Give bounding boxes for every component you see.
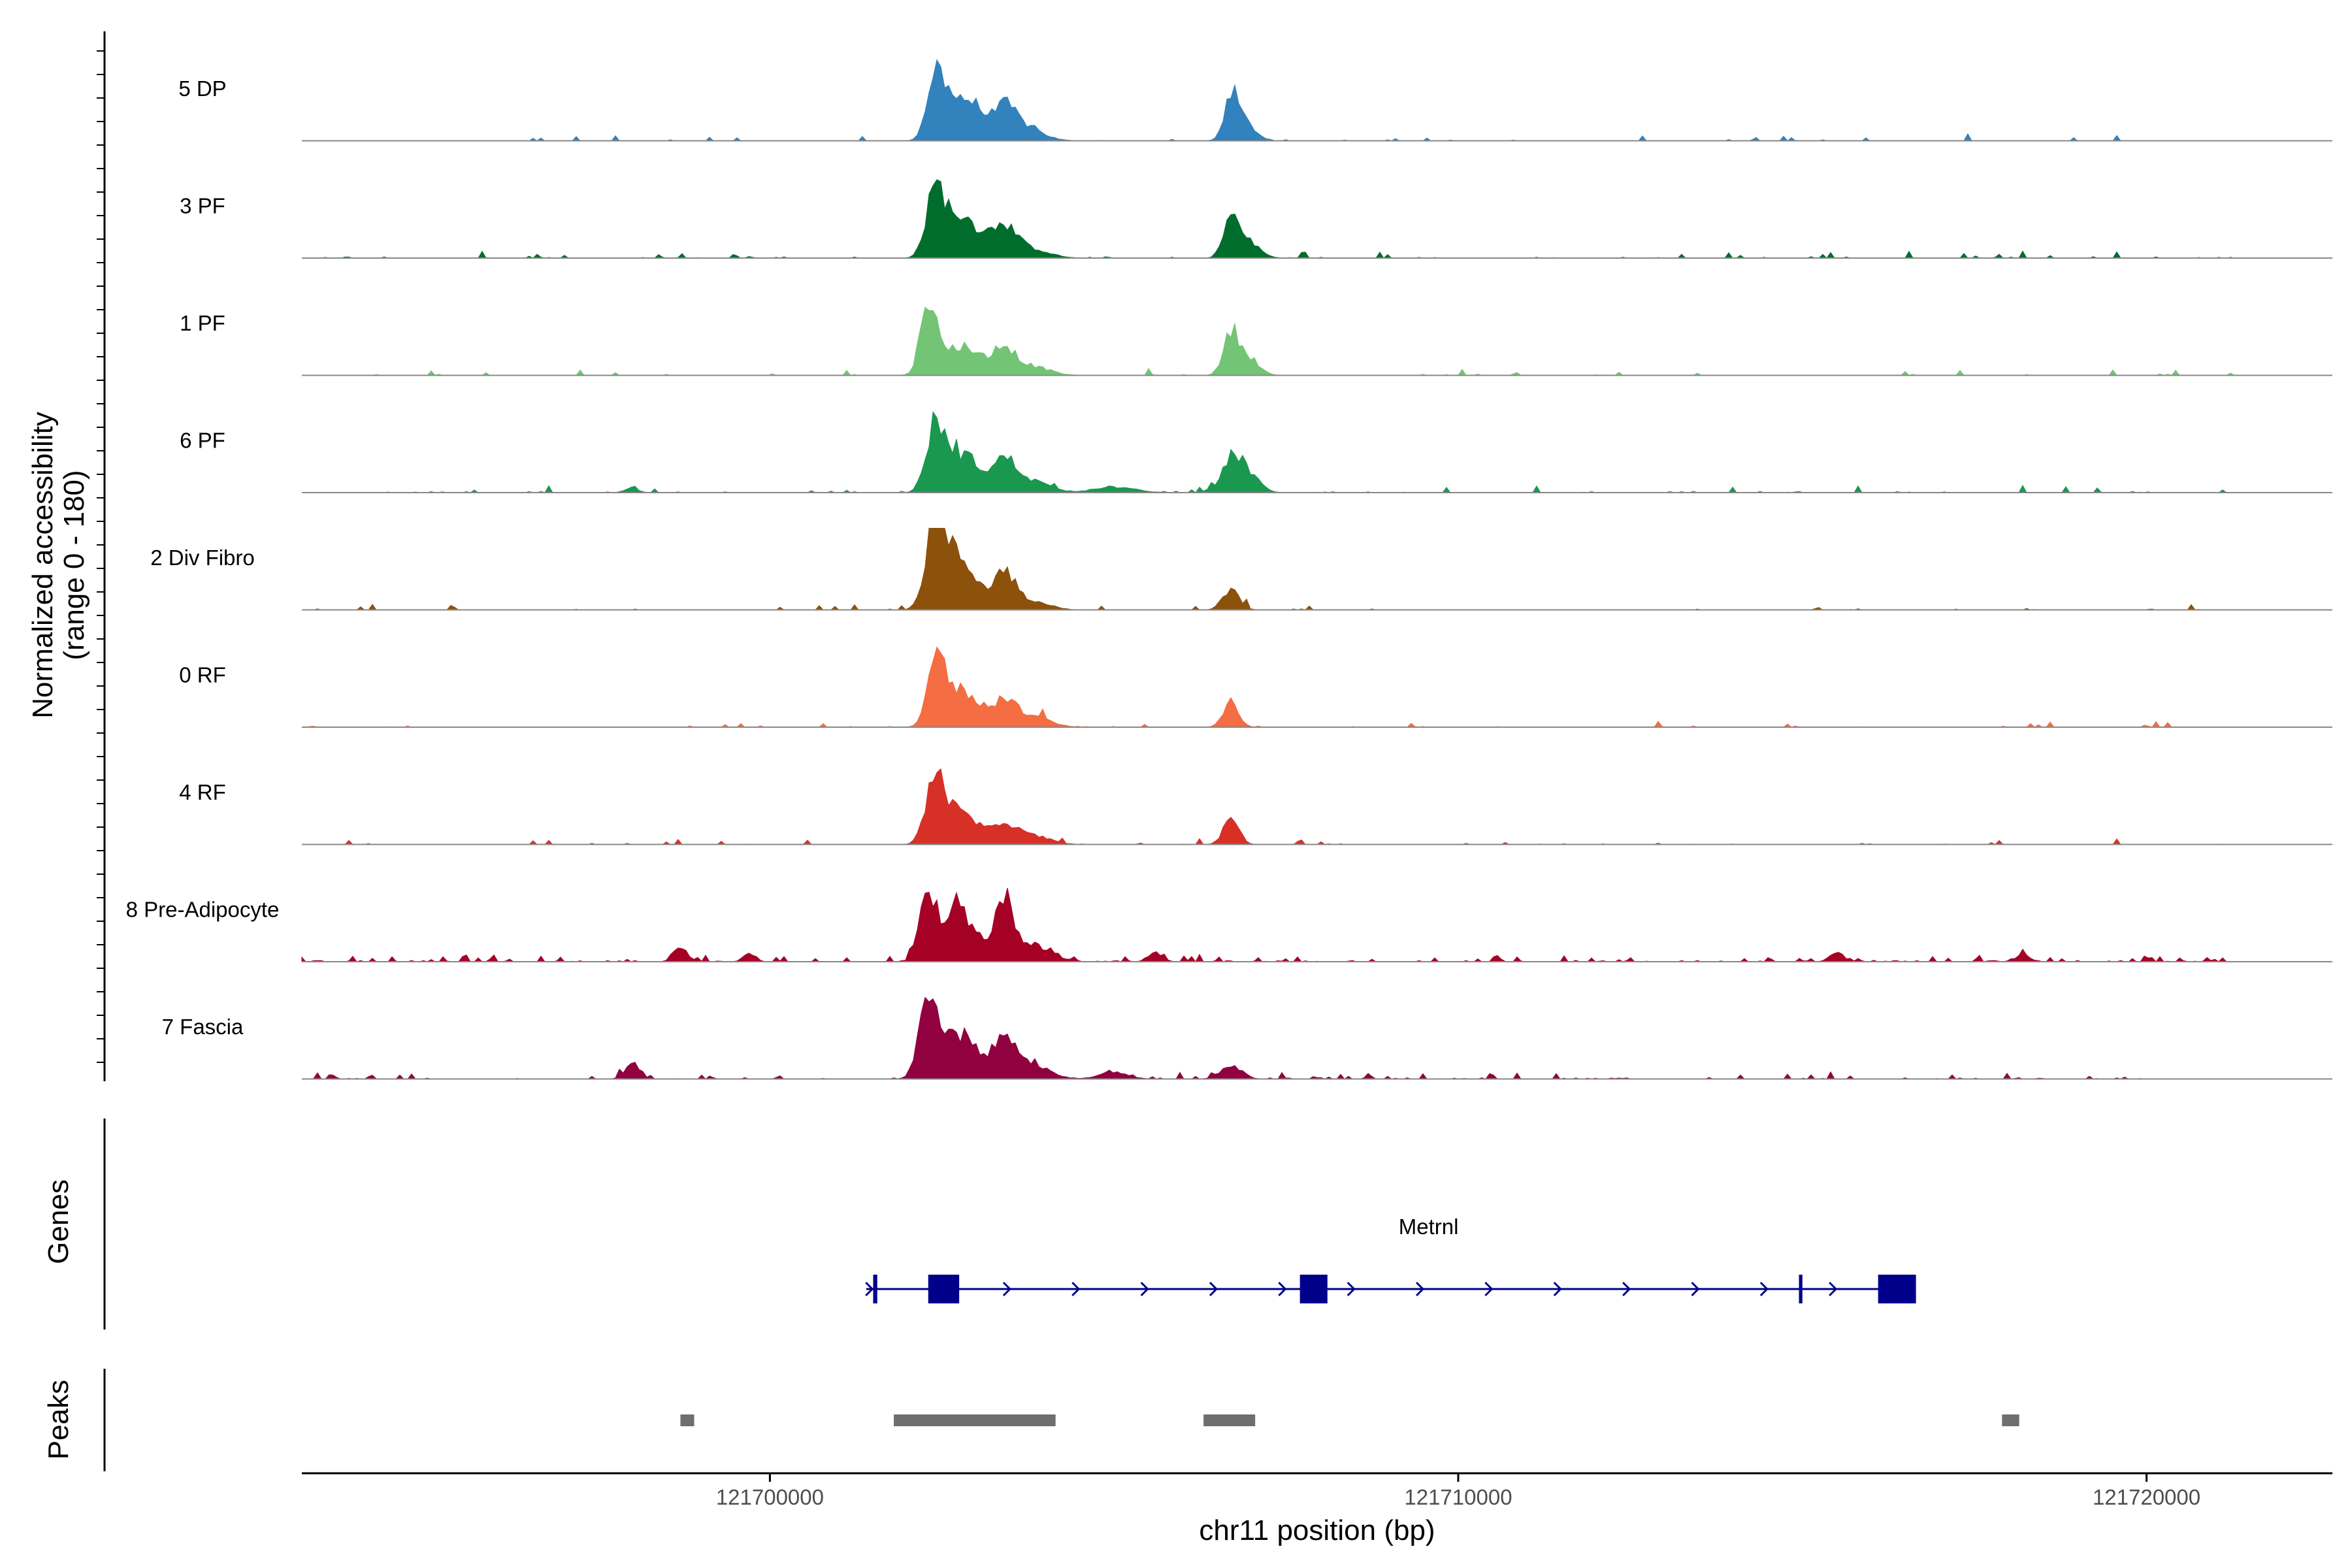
coverage-area bbox=[302, 411, 2234, 493]
strand-arrow bbox=[865, 1281, 874, 1297]
coverage-track: 7 Fascia bbox=[162, 996, 2332, 1080]
gene-exon bbox=[1299, 1275, 1328, 1303]
coverage-track: 6 PF bbox=[180, 411, 2332, 493]
track-label: 8 Pre-Adipocyte bbox=[126, 898, 280, 922]
strand-arrow bbox=[1484, 1281, 1494, 1297]
coverage-track: 4 RF bbox=[179, 768, 2332, 845]
gene-model: Metrnl bbox=[865, 1215, 1916, 1303]
coverage-area bbox=[301, 887, 2234, 962]
coverage-tracks: 5 DP 3 PF 1 PF 6 PF 2 Div Fibro 0 RF 4 RF 8 Pre… bbox=[126, 59, 2332, 1080]
strand-arrow bbox=[1002, 1281, 1012, 1297]
track-label: 7 Fascia bbox=[162, 1015, 244, 1039]
strand-arrow bbox=[1071, 1281, 1081, 1297]
y-axis-title-line-1: Normalized accessibility bbox=[27, 412, 59, 718]
gene-label: Metrnl bbox=[1399, 1215, 1459, 1239]
coverage-track: 5 DP bbox=[178, 59, 2332, 142]
gene-exon bbox=[1878, 1275, 1916, 1303]
coverage-track: 0 RF bbox=[179, 646, 2332, 728]
track-label: 5 DP bbox=[178, 76, 226, 101]
coverage-area bbox=[302, 306, 2236, 376]
coverage-area bbox=[302, 996, 2234, 1080]
x-axis-ticks: 121700000 121710000 121720000 bbox=[716, 1473, 2200, 1509]
peak-region bbox=[894, 1414, 1056, 1426]
strand-arrow bbox=[1829, 1281, 1838, 1297]
strand-arrow bbox=[1347, 1281, 1356, 1297]
peak-regions bbox=[680, 1414, 2019, 1426]
coverage-area bbox=[301, 768, 2234, 845]
gene-exon bbox=[928, 1275, 960, 1303]
strand-arrow bbox=[1691, 1281, 1700, 1297]
strand-arrow bbox=[1140, 1281, 1149, 1297]
peak-region bbox=[2002, 1414, 2019, 1426]
strand-arrow bbox=[1415, 1281, 1425, 1297]
x-axis-tick-label: 121720000 bbox=[2093, 1485, 2200, 1509]
y-axis-title-line-2: (range 0 - 180) bbox=[58, 470, 90, 660]
coverage-area bbox=[302, 646, 2234, 728]
strand-arrow bbox=[1209, 1281, 1218, 1297]
coverage-area bbox=[302, 528, 2234, 611]
peaks-track-title: Peaks bbox=[42, 1380, 74, 1460]
strand-arrow bbox=[1278, 1281, 1287, 1297]
coverage-track: 8 Pre-Adipocyte bbox=[126, 887, 2332, 962]
coverage-area bbox=[302, 59, 2234, 142]
coverage-track: 3 PF bbox=[180, 179, 2332, 259]
coverage-track: 1 PF bbox=[180, 306, 2332, 376]
peak-region bbox=[1203, 1414, 1256, 1426]
track-label: 6 PF bbox=[180, 429, 225, 453]
x-axis-title: chr11 position (bp) bbox=[1199, 1514, 1435, 1546]
track-label: 4 RF bbox=[179, 780, 226, 804]
genes-track-title: Genes bbox=[42, 1179, 74, 1264]
strand-arrow bbox=[1759, 1281, 1769, 1297]
track-label: 3 PF bbox=[180, 194, 225, 218]
x-axis-tick-label: 121710000 bbox=[1404, 1485, 1512, 1509]
peak-region bbox=[680, 1414, 694, 1426]
track-label: 2 Div Fibro bbox=[150, 546, 255, 570]
coverage-y-axis-ticks bbox=[97, 50, 105, 1063]
x-axis-tick-label: 121700000 bbox=[716, 1485, 824, 1509]
strand-arrow bbox=[1622, 1281, 1631, 1297]
coverage-track: 2 Div Fibro bbox=[150, 528, 2332, 611]
track-label: 0 RF bbox=[179, 663, 226, 687]
coverage-area bbox=[302, 179, 2235, 259]
strand-arrow bbox=[1553, 1281, 1562, 1297]
track-label: 1 PF bbox=[180, 311, 225, 335]
gene-exon bbox=[873, 1275, 877, 1303]
gene-exon bbox=[1799, 1275, 1803, 1303]
